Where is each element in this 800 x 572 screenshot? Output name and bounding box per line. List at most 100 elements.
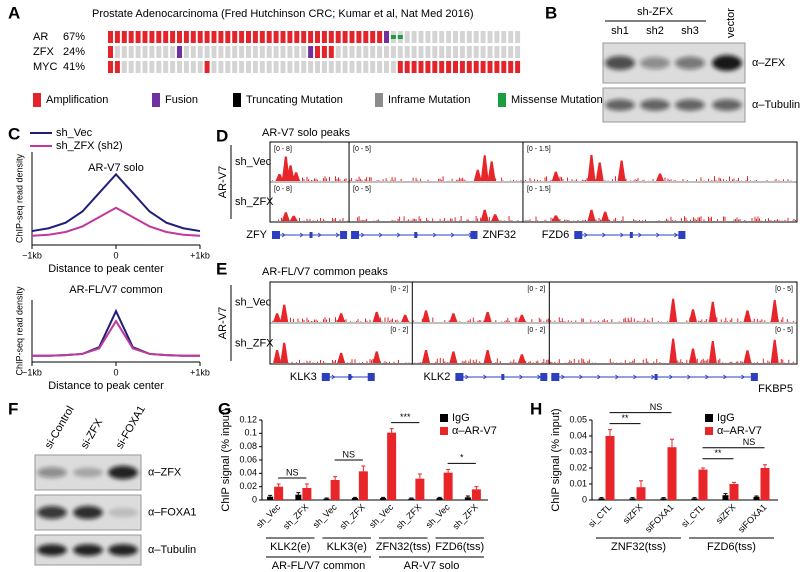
bar	[387, 432, 397, 500]
oncoprint-cell	[363, 46, 369, 58]
oncoprint-cell	[308, 31, 314, 43]
gene-exon	[321, 373, 330, 381]
oncoprint-cell	[349, 46, 355, 58]
oncoprint-cell	[149, 31, 155, 43]
oncoprint-cell	[459, 61, 465, 73]
oncoprint-cell	[280, 61, 286, 73]
oncoprint-cell	[432, 46, 438, 58]
oncoprint-cell	[459, 46, 465, 58]
blot-band	[605, 55, 635, 71]
gene-strand	[432, 232, 437, 238]
oncoprint-cell	[149, 61, 155, 73]
oncoprint-cell	[315, 46, 320, 58]
gene-label: ZFY	[246, 229, 267, 241]
bar	[380, 498, 387, 500]
lane-label: sh3	[681, 25, 699, 37]
bar	[722, 495, 729, 500]
line-series	[31, 172, 201, 233]
track-title: AR-V7 solo peaks	[262, 127, 351, 139]
peak	[421, 349, 430, 363]
blot-band	[640, 56, 670, 70]
gene-strand	[615, 374, 620, 380]
oncoprint-cell	[418, 46, 424, 58]
oncoprint-cell	[287, 46, 293, 58]
supergroup-label: AR-FL/V7 common	[272, 560, 366, 572]
oncoprint-cell	[384, 46, 389, 58]
oncoprint-cell	[308, 46, 314, 58]
peak	[708, 340, 717, 363]
gene-exon	[414, 232, 418, 238]
peak	[280, 342, 289, 363]
line-series	[31, 206, 201, 237]
y-axis-label: ChIP-seq read density	[14, 153, 24, 243]
gene-exon	[367, 373, 375, 381]
peak	[655, 173, 664, 181]
error-bar	[723, 493, 728, 496]
legend-label: IgG	[452, 412, 470, 424]
oncoprint-cell	[494, 46, 500, 58]
antibody-label: α–ZFX	[752, 57, 786, 69]
oncoprint-cell	[501, 61, 507, 73]
group-label: KLK2(e)	[270, 541, 310, 553]
oncoprint-cell	[342, 31, 348, 43]
legend-swatch	[375, 93, 383, 107]
oncoprint-cell	[232, 46, 238, 58]
peak	[449, 351, 458, 363]
significance-label: *	[460, 453, 464, 463]
oncoprint-cell	[335, 31, 341, 43]
peak	[337, 352, 346, 363]
oncoprint-cell	[121, 31, 127, 43]
oncoprint-cell	[397, 61, 403, 73]
bar	[274, 486, 284, 500]
track-scale: [0 - 5]	[353, 186, 371, 193]
oncoprint-cell	[480, 46, 486, 58]
oncoprint-cell	[232, 61, 238, 73]
oncoprint-cell	[446, 31, 452, 43]
track-noise	[272, 317, 410, 322]
oncoprint-cell	[156, 46, 162, 58]
oncoprint-cell	[349, 61, 355, 73]
peak	[669, 338, 678, 363]
peak	[292, 172, 301, 181]
gene-strand	[317, 232, 322, 238]
lane-label: si-Control	[43, 404, 77, 451]
antibody-label: α–Tubulin	[148, 544, 196, 556]
gene-strand	[669, 374, 674, 380]
oncoprint-cell	[218, 31, 224, 43]
gene-strand	[378, 232, 383, 238]
x-tick-label: sh_ZFX	[281, 502, 310, 531]
gene-strand	[450, 232, 455, 238]
oncoprint-cell	[315, 31, 320, 43]
oncoprint-cell	[446, 46, 452, 58]
oncoprint-cell	[204, 31, 210, 43]
y-tick-label: 0.08	[239, 441, 257, 451]
oncoprint-cell	[218, 61, 224, 73]
error-bar	[639, 480, 643, 488]
oncoprint-cell	[259, 31, 265, 43]
oncoprint-cell	[515, 46, 521, 58]
oncoprint-cell	[163, 46, 169, 58]
panel-letter: D	[216, 126, 228, 145]
peak	[617, 160, 626, 181]
oncoprint-cell	[377, 61, 383, 73]
peak	[587, 154, 596, 181]
gene-label: ZNF32	[482, 229, 516, 241]
peak	[551, 215, 560, 221]
oncoprint-cell	[273, 61, 279, 73]
oncoprint-cell	[453, 46, 458, 58]
group-label: FZD6(tss)	[707, 541, 756, 553]
legend-label: Amplification	[46, 94, 108, 106]
peak	[491, 214, 500, 221]
y-tick-label: 0.04	[239, 468, 257, 478]
oncoprint-cell	[121, 46, 127, 58]
oncoprint-cell	[515, 31, 521, 43]
oncoprint-cell	[446, 61, 452, 73]
peak	[289, 215, 298, 221]
oncoprint-cell	[183, 46, 189, 58]
oncoprint-cell	[170, 31, 176, 43]
oncoprint-cell	[294, 61, 300, 73]
bar	[667, 447, 677, 500]
bar	[415, 478, 425, 500]
